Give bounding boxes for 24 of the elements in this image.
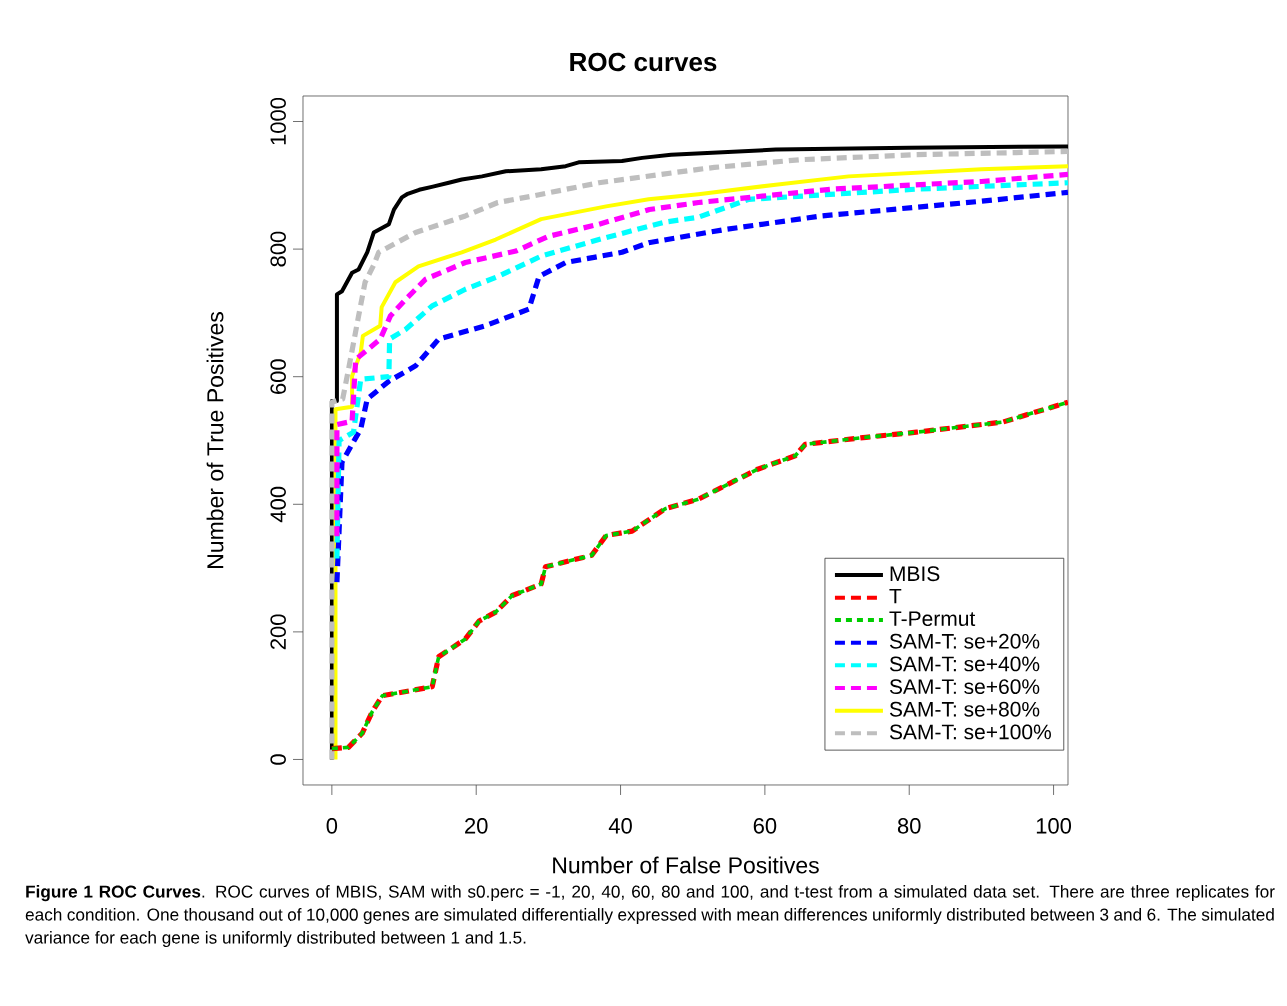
legend-label: SAM-T: se+40% — [889, 656, 1040, 672]
x-axis-title: Number of False Positives — [553, 856, 819, 874]
chart-title: ROC curves — [570, 52, 717, 72]
y-tick-label: 400 — [270, 486, 286, 523]
legend-label: SAM-T: se+60% — [889, 679, 1040, 695]
legend-label: T — [889, 588, 902, 604]
x-tick-label: 80 — [897, 818, 921, 834]
text: Figure 1 ROC Curves. ROC curves of MBIS, SAM with s0.perc = -1, 20, 40, 60, 80 and 100, and t-test from a simulated data set. There are three replicates for each condition. One thousand out of 10,000 genes are simulated differentially expressed with mean differences uniformly distributed between 3 and 6. The simulated variance for each gene is uniformly distributed between 1 and 1.5. — [25, 885, 1275, 948]
x-tick-label: 40 — [608, 818, 632, 834]
x-tick-label: 20 — [465, 818, 488, 834]
y-tick-label: 600 — [270, 359, 286, 394]
y-tick-label: 200 — [270, 614, 286, 650]
legend-label: SAM-T: se+20% — [889, 633, 1040, 649]
y-tick-label: 1000 — [270, 97, 286, 145]
legend-label: SAM-T: se+80% — [889, 701, 1040, 717]
y-tick-label: 800 — [270, 231, 286, 267]
legend-label: MBIS — [890, 566, 940, 582]
x-tick-label: 100 — [1036, 818, 1072, 834]
legend-label: SAM-T: se+100% — [889, 724, 1051, 740]
legend-label: T-Permut — [889, 611, 976, 627]
x-tick-label: 60 — [753, 818, 777, 834]
y-tick-label: 0 — [270, 754, 286, 765]
y-axis-title: Number of True Positives — [206, 312, 224, 568]
x-tick-label: 0 — [326, 818, 338, 834]
